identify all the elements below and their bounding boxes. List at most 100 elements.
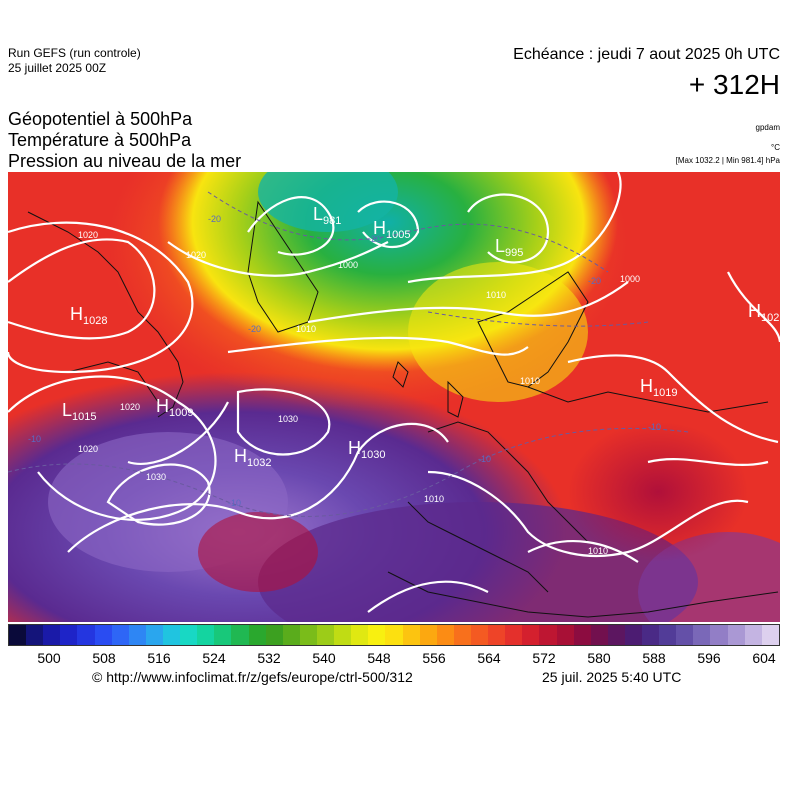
pressure-center: H1030 xyxy=(348,438,385,461)
pressure-centers: H1028 L1015 H1009 H1032 H1030 L981 H1005 L995 H1… xyxy=(62,204,779,469)
color-swatch xyxy=(556,625,574,645)
color-swatch xyxy=(676,625,694,645)
color-swatch xyxy=(522,625,540,645)
scale-tick-label: 572 xyxy=(532,650,556,666)
color-swatch xyxy=(488,625,506,645)
color-swatch xyxy=(111,625,129,645)
color-swatch xyxy=(128,625,146,645)
color-swatch xyxy=(539,625,557,645)
color-swatch xyxy=(659,625,677,645)
crimson-pocket xyxy=(198,512,318,592)
color-swatch xyxy=(214,625,232,645)
scale-tick-label: 580 xyxy=(587,650,611,666)
lead-time: + 312H xyxy=(688,69,780,100)
unit-geopotential: gpdam xyxy=(755,123,780,132)
temperature-label: -20 xyxy=(248,324,261,334)
scale-tick-label: 604 xyxy=(752,650,776,666)
pressure-center: H1019 xyxy=(640,376,677,399)
color-swatch xyxy=(77,625,95,645)
generated-time: 25 juil. 2025 5:40 UTC xyxy=(542,669,682,685)
weather-map: H1028 L1015 H1009 H1032 H1030 L981 H1005 L995 H1… xyxy=(8,172,780,622)
color-swatch xyxy=(573,625,591,645)
temperature-label: -10 xyxy=(648,422,661,432)
temperature-label: -20 xyxy=(588,276,601,286)
scale-tick-label: 516 xyxy=(147,650,171,666)
isobar-labels: 1020 1010 1000 1030 1020 1010 1000 1010 1010 1020… xyxy=(78,230,640,556)
color-swatch xyxy=(9,625,27,645)
isobar-label: 1020 xyxy=(186,250,206,260)
color-swatch xyxy=(761,625,779,645)
color-swatch xyxy=(624,625,643,645)
color-swatch xyxy=(265,625,283,645)
pressure-center: L995 xyxy=(495,236,523,259)
pressure-center: H1028 xyxy=(70,304,107,327)
title-temperature: Température à 500hPa xyxy=(8,130,192,150)
color-swatch xyxy=(26,625,44,645)
title-pressure: Pression au niveau de la mer xyxy=(8,151,242,171)
run-label: Run GEFS (run controle) xyxy=(8,46,141,60)
color-swatch xyxy=(197,625,215,645)
color-swatch xyxy=(727,625,745,645)
source-link[interactable]: © http://www.infoclimat.fr/z/gefs/europe… xyxy=(92,669,413,685)
color-swatch xyxy=(402,625,420,645)
scale-tick-label: 556 xyxy=(422,650,446,666)
isobar-label: 1010 xyxy=(296,324,316,334)
cold-core xyxy=(258,172,398,232)
scale-tick-label: 508 xyxy=(92,650,116,666)
pressure-range: [Max 1032.2 | Min 981.4] hPa xyxy=(675,156,780,165)
isobar-label: 1020 xyxy=(120,402,140,412)
color-swatch xyxy=(231,625,249,645)
color-scale xyxy=(8,624,780,646)
color-swatch xyxy=(368,625,386,645)
color-swatch xyxy=(248,625,266,645)
pressure-center: H1005 xyxy=(373,218,410,241)
title-geopotential: Géopotentiel à 500hPa xyxy=(8,109,193,129)
color-swatch xyxy=(607,625,625,645)
color-swatch xyxy=(162,625,181,645)
scale-tick-label: 596 xyxy=(697,650,721,666)
color-swatch xyxy=(744,625,762,645)
isobar-label: 1020 xyxy=(78,444,98,454)
isotherms xyxy=(8,191,689,517)
unit-temperature: °C xyxy=(771,143,780,152)
color-swatch xyxy=(351,625,369,645)
color-swatch xyxy=(385,625,403,645)
color-swatch xyxy=(470,625,489,645)
pressure-center: L981 xyxy=(313,204,341,227)
temperature-label: -20 xyxy=(368,234,381,244)
scale-tick-label: 524 xyxy=(202,650,226,666)
echeance: Echéance : jeudi 7 aout 2025 0h UTC xyxy=(513,46,780,63)
pressure-center: H102 xyxy=(748,301,779,324)
isobar-label: 1010 xyxy=(424,494,444,504)
scale-tick-label: 500 xyxy=(37,650,61,666)
temperature-label: -10 xyxy=(228,498,241,508)
scale-tick-label: 532 xyxy=(257,650,281,666)
color-swatch xyxy=(60,625,78,645)
color-swatch xyxy=(453,625,471,645)
isobar-label: 1030 xyxy=(146,472,166,482)
scale-tick-label: 540 xyxy=(312,650,336,666)
color-swatch xyxy=(145,625,163,645)
isobar-label: 1010 xyxy=(486,290,506,300)
temperature-labels: -20 -20 -20 -10 -10 -10 -10 -20 xyxy=(28,214,661,508)
isobar-label: 1020 xyxy=(78,230,98,240)
isobars xyxy=(8,172,780,613)
color-swatch xyxy=(334,625,352,645)
color-swatch xyxy=(642,625,660,645)
color-swatch xyxy=(299,625,317,645)
pressure-center: L1015 xyxy=(62,400,97,423)
scale-tick-label: 548 xyxy=(367,650,391,666)
crimson-east xyxy=(568,422,748,562)
color-swatch xyxy=(436,625,454,645)
temperature-label: -20 xyxy=(208,214,221,224)
temperature-label: -10 xyxy=(28,434,41,444)
yellow-tongue xyxy=(408,262,588,402)
isobar-label: 1030 xyxy=(278,414,298,424)
color-swatch xyxy=(693,625,711,645)
isobar-label: 1010 xyxy=(588,546,608,556)
color-swatch xyxy=(180,625,198,645)
temperature-label: -10 xyxy=(478,454,491,464)
scale-tick-label: 588 xyxy=(642,650,666,666)
color-swatch xyxy=(282,625,300,645)
color-swatch xyxy=(419,625,437,645)
